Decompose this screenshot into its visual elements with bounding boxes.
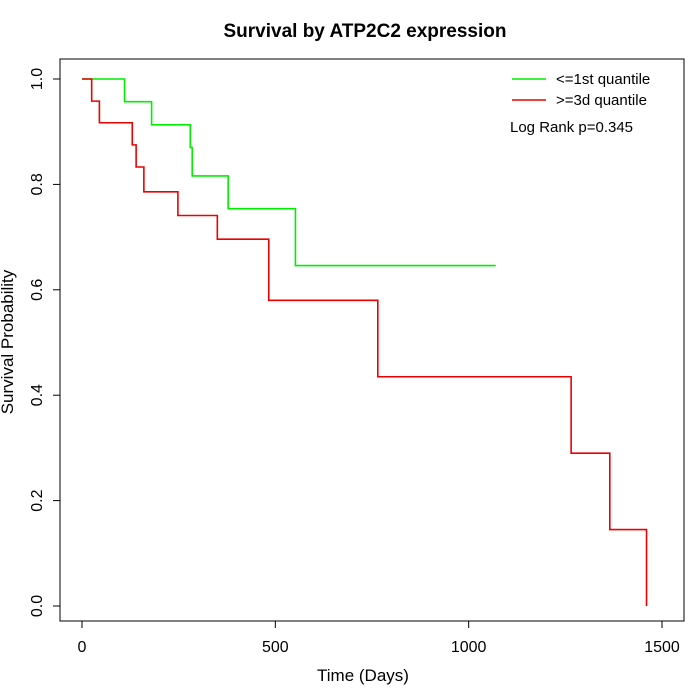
y-axis: 0.0 0.2 0.4 0.6 0.8 1.0 [29,68,61,617]
x-tick-label: 500 [262,639,289,656]
y-axis-label: Survival Probability [0,269,17,414]
x-tick-label: 1500 [644,639,680,656]
x-tick-label: 1000 [451,639,487,656]
x-axis: 0 500 1000 1500 [78,620,680,656]
y-tick-label: 0.6 [29,279,46,301]
y-tick-label: 0.2 [29,489,46,511]
log-rank-annotation: Log Rank p=0.345 [510,119,633,136]
chart-title: Survival by ATP2C2 expression [223,21,506,42]
x-axis-label: Time (Days) [317,666,409,685]
legend-label: >=3d quantile [556,92,647,109]
series-line-1 [82,78,648,606]
y-tick-label: 1.0 [29,68,46,90]
plot-frame [59,58,685,622]
y-tick-label: 0.0 [29,595,46,617]
legend-label: <=1st quantile [556,71,650,88]
y-tick-label: 0.8 [29,173,46,195]
x-tick-label: 0 [78,639,87,656]
series-layer [82,78,648,606]
y-tick-label: 0.4 [29,384,46,406]
series-line-0 [82,78,496,267]
legend: <=1st quantile >=3d quantile [512,71,650,109]
